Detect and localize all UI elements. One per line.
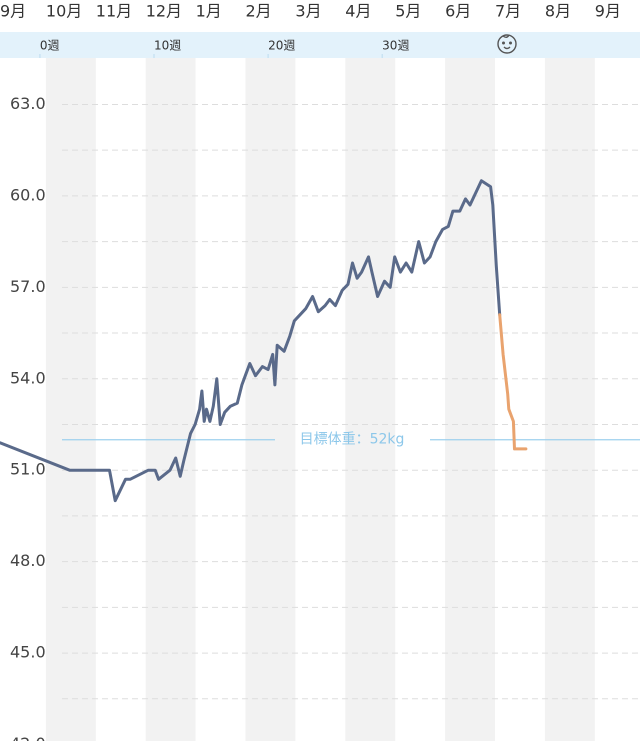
goal-label: 目標体重：52kg [300,432,405,448]
month-label: 8月 [545,2,571,21]
month-band [245,58,296,741]
month-label: 9月 [595,2,621,21]
month-band [445,58,495,741]
y-tick-label: 48.0 [10,551,46,570]
month-label: 2月 [246,2,272,21]
y-tick-label: 51.0 [10,460,46,479]
y-tick-label: 63.0 [10,94,46,113]
month-label: 5月 [395,2,421,21]
month-band [345,58,396,741]
month-band [145,58,196,741]
weight-line [0,179,502,503]
month-label: 4月 [345,2,371,21]
month-label: 1月 [196,2,222,21]
y-tick-label: 42.0 [10,734,46,741]
week-label: 30週 [382,39,409,53]
month-band [45,58,96,741]
month-label: 9月 [0,2,26,21]
week-label: 10週 [154,39,181,53]
month-label: 11月 [96,2,132,21]
week-label: 0週 [40,39,60,53]
month-label: 7月 [495,2,521,21]
y-tick-label: 57.0 [10,277,46,296]
month-label: 10月 [46,2,82,21]
y-tick-label: 60.0 [10,185,46,204]
week-label: 20週 [268,39,295,53]
y-tick-label: 45.0 [10,643,46,662]
month-band [544,58,595,741]
y-tick-label: 54.0 [10,368,46,387]
month-label: 3月 [295,2,321,21]
month-label: 6月 [445,2,471,21]
month-label: 12月 [146,2,182,21]
weight-line [498,313,528,451]
week-bar [0,32,640,58]
baby-icon [497,34,517,54]
